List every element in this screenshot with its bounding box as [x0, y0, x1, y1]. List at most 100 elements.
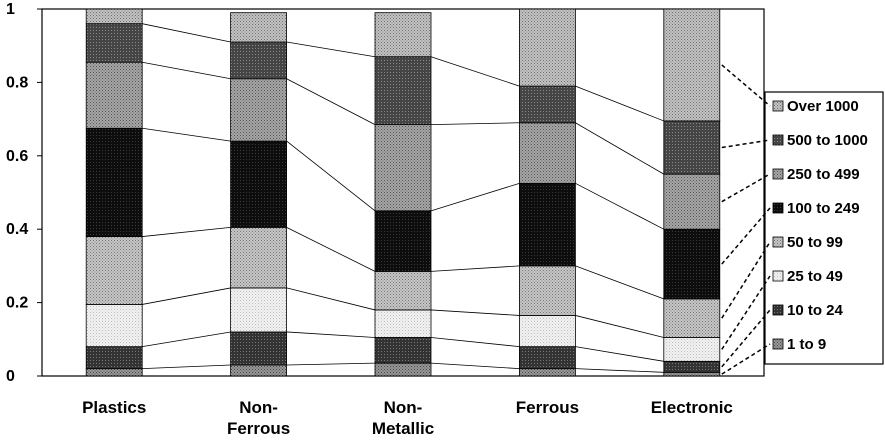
- legend: Over 1000 500 to 1000 250 to 499 100 to 249…: [764, 91, 884, 365]
- x-tick-label: Electronic: [651, 398, 733, 417]
- connector-line: [286, 140, 376, 212]
- bar-segment: [519, 8, 576, 87]
- bar-segment: [663, 298, 721, 338]
- x-axis: Plastics Non- Ferrous Non- Metallic Ferrous El…: [82, 398, 733, 438]
- connector-line: [142, 364, 231, 370]
- bar-segment: [374, 12, 432, 58]
- y-axis: 0 0.2 0.4 0.6 0.8 1: [6, 1, 42, 385]
- legend-swatch: [772, 100, 784, 112]
- legend-swatch: [772, 134, 784, 146]
- legend-leader-line: [721, 275, 771, 350]
- bar-segment: [519, 265, 576, 316]
- legend-swatch: [772, 270, 784, 282]
- y-tick-label: 0.6: [6, 148, 28, 165]
- y-tick-label: 0.2: [6, 295, 28, 312]
- connector-line: [286, 362, 376, 366]
- connector-line: [575, 265, 664, 300]
- bar-segment: [85, 368, 143, 377]
- bar-segment: [85, 127, 143, 237]
- bar-segment: [374, 337, 432, 364]
- y-tick-label: 1: [6, 1, 15, 18]
- connector-line: [286, 287, 376, 311]
- bar-segment: [85, 23, 143, 63]
- connector-line: [286, 78, 376, 125]
- legend-leader-line: [721, 309, 771, 368]
- legend-leader-line: [721, 64, 771, 107]
- connector-line: [430, 362, 520, 370]
- bar-segment: [230, 41, 288, 80]
- connector-line: [575, 182, 664, 230]
- x-tick-label: Ferrous: [227, 419, 290, 438]
- legend-label: 100 to 249: [787, 200, 860, 217]
- legend-label: 50 to 99: [787, 234, 843, 251]
- bar-segment: [374, 271, 432, 311]
- connector-line: [430, 337, 520, 348]
- bar-segment: [519, 368, 576, 377]
- bar-segment: [230, 331, 288, 366]
- connector-line: [575, 85, 664, 122]
- x-tick-label: Non-: [384, 398, 423, 417]
- legend-label: Over 1000: [787, 98, 859, 115]
- connector-line: [430, 309, 520, 316]
- bar-segment: [519, 182, 576, 267]
- y-tick-label: 0.8: [6, 74, 28, 91]
- connector-line: [142, 127, 231, 142]
- connector-line: [142, 23, 231, 43]
- bar-segment: [519, 346, 576, 370]
- bars: [85, 8, 721, 377]
- legend-label: 25 to 49: [787, 268, 843, 285]
- bar-segment: [663, 8, 721, 122]
- connector-line: [430, 122, 520, 126]
- bar-segment: [230, 364, 288, 377]
- bar-segment: [374, 210, 432, 272]
- bar-segment: [374, 362, 432, 377]
- bar-segment: [230, 12, 288, 43]
- bar-segment: [85, 304, 143, 348]
- connector-line: [430, 265, 520, 272]
- y-tick-label: 0.4: [6, 221, 28, 238]
- bar-segment: [374, 124, 432, 212]
- bar-segment: [230, 78, 288, 142]
- series-connectors: [142, 23, 665, 373]
- legend-label: 1 to 9: [787, 336, 826, 353]
- legend-swatch: [772, 168, 784, 180]
- connector-line: [286, 227, 376, 272]
- bar-segment: [519, 315, 576, 348]
- legend-label: 500 to 1000: [787, 132, 868, 149]
- legend-label: 250 to 499: [787, 166, 860, 183]
- legend-leader-lines: [721, 64, 771, 375]
- legend-label: 10 to 24: [787, 302, 844, 319]
- bar-segment: [663, 337, 721, 362]
- legend-swatch: [772, 202, 784, 214]
- legend-swatch: [772, 304, 784, 316]
- legend-box: [764, 91, 884, 365]
- connector-line: [142, 331, 231, 348]
- bar-segment: [85, 8, 143, 25]
- legend-leader-line: [721, 139, 771, 149]
- bar-segment: [519, 122, 576, 184]
- legend-leader-line: [721, 173, 771, 203]
- connector-line: [430, 56, 520, 87]
- y-tick-label: 0: [6, 368, 15, 385]
- bar-segment: [230, 226, 288, 289]
- legend-swatch: [772, 338, 784, 350]
- bar-segment: [230, 287, 288, 333]
- bar-segment: [663, 371, 721, 377]
- connector-line: [575, 315, 664, 338]
- connector-line: [286, 331, 376, 338]
- bar-segment: [374, 56, 432, 126]
- x-tick-label: Metallic: [372, 419, 434, 438]
- bar-segment: [230, 140, 288, 228]
- bar-segment: [374, 309, 432, 338]
- bar-segment: [519, 85, 576, 124]
- bar-segment: [85, 236, 143, 305]
- bar-segment: [663, 173, 721, 230]
- bar-segment: [663, 120, 721, 175]
- connector-line: [286, 41, 376, 58]
- legend-swatch: [772, 236, 784, 248]
- x-tick-label: Ferrous: [516, 398, 579, 417]
- x-tick-label: Plastics: [82, 398, 146, 417]
- connector-line: [142, 226, 231, 237]
- connector-line: [142, 287, 231, 305]
